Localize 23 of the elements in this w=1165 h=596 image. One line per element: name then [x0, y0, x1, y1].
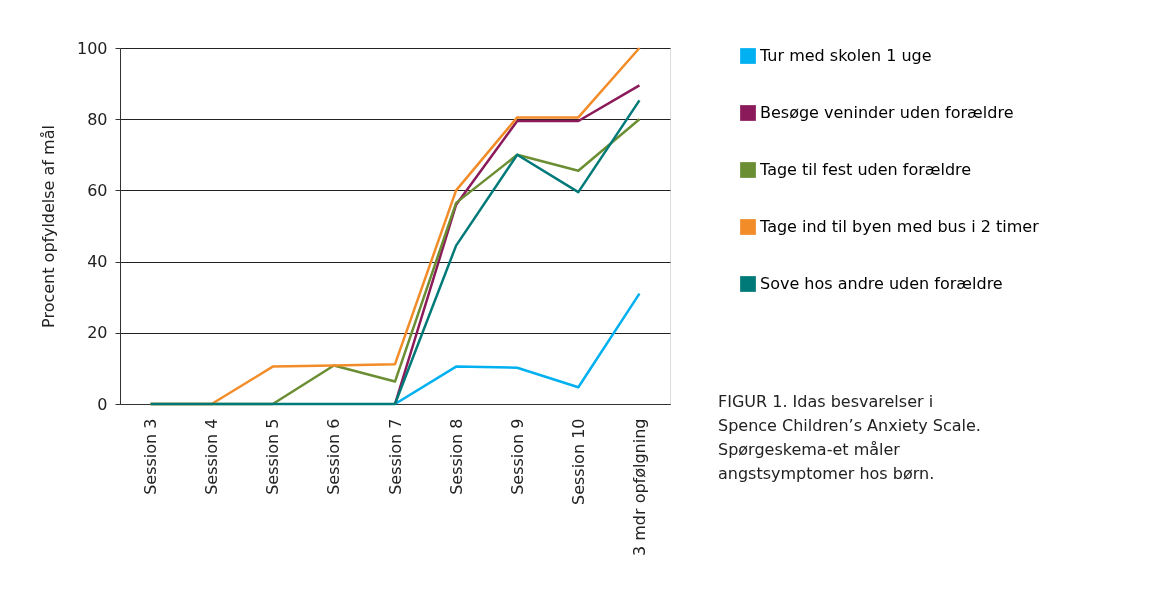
y-tick-label: 100	[76, 38, 108, 58]
text: FIGUR 1. Idas besvarelser i Spence Children’s Anxiety Scale. Spørgeskema-et måler angstsymptomer hos børn.	[718, 392, 981, 483]
legend-label: Tage ind til byen med bus i 2 timer	[759, 217, 1040, 236]
x-tick-label: Session 4	[202, 418, 222, 495]
legend-label: Sove hos andre uden forældre	[760, 274, 1003, 293]
x-tick-label: Session 8	[446, 418, 466, 495]
legend-label: Besøge veninder uden forældre	[760, 103, 1014, 122]
y-tick-label: 0	[97, 394, 108, 414]
y-tick-label: 80	[87, 109, 108, 129]
legend-label: Tur med skolen 1 uge	[759, 46, 932, 65]
x-tick-label: Session 9	[507, 418, 527, 495]
x-tick-label: Session 5	[263, 418, 283, 495]
x-tick-label: Session 3	[141, 418, 161, 495]
y-axis-title: Procent opfyldelse af mål	[38, 125, 58, 328]
x-tick-label: Session 7	[385, 418, 405, 495]
x-tick-label: Session 10	[568, 418, 588, 505]
y-tick-label: 40	[87, 252, 108, 272]
x-tick-label: Session 6	[324, 418, 344, 495]
legend-label: Tage til fest uden forældre	[759, 160, 972, 179]
line-series	[393, 292, 641, 406]
x-tick-label: 3 mdr opfølgning	[629, 418, 649, 557]
y-tick-label: 20	[87, 323, 108, 343]
y-tick-label: 60	[87, 180, 108, 200]
